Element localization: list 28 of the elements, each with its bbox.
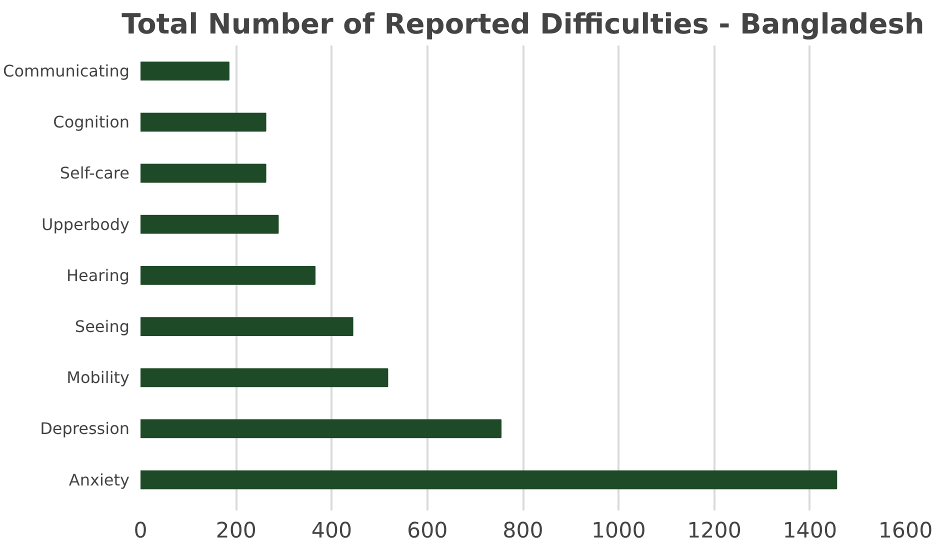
bar (140, 164, 266, 183)
x-tick-label: 200 (216, 518, 256, 544)
x-tick-label: 1400 (782, 518, 838, 544)
bar (140, 419, 502, 438)
bar (140, 470, 838, 490)
x-tick-label: 400 (311, 518, 352, 544)
x-tick-label: 800 (502, 518, 544, 544)
y-tick-label: Cognition (53, 112, 130, 132)
y-tick-label: Seeing (74, 317, 130, 336)
y-tick-label: Depression (40, 419, 130, 438)
x-tick-label: 1600 (878, 518, 933, 544)
y-tick-label: Communicating (3, 62, 130, 81)
y-tick-label: Hearing (66, 266, 130, 285)
bar (140, 62, 230, 80)
x-tick-label: 0 (134, 518, 148, 544)
bar (140, 368, 388, 388)
bar (140, 112, 266, 132)
bar (140, 317, 354, 336)
x-tick-label: 600 (407, 518, 448, 544)
y-tick-label: Mobility (66, 368, 130, 388)
bar (140, 214, 279, 234)
y-tick-label: Anxiety (68, 470, 130, 490)
bar (140, 266, 316, 285)
x-tick-label: 1000 (591, 518, 646, 544)
chart-title: Total Number of Reported Difficulties - Bangladesh (122, 8, 924, 40)
y-tick-label: Upperbody (41, 214, 130, 234)
y-tick-label: Self-care (60, 164, 130, 183)
x-tick-label: 1200 (687, 518, 742, 544)
